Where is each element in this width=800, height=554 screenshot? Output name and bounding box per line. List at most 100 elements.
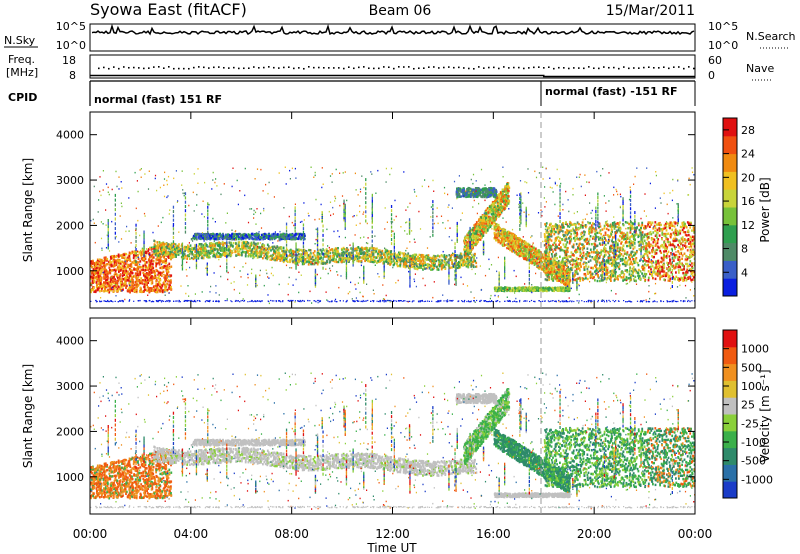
power-cell bbox=[271, 254, 274, 258]
power-cell bbox=[495, 215, 497, 218]
power-cell bbox=[94, 272, 96, 276]
nave-dot bbox=[333, 67, 335, 69]
power-cell bbox=[194, 254, 197, 257]
power-cell bbox=[467, 232, 470, 235]
power-cell bbox=[113, 273, 116, 277]
power-cell bbox=[347, 248, 350, 252]
nave-dot bbox=[123, 66, 125, 68]
power-cell bbox=[239, 247, 242, 251]
power-cell bbox=[209, 244, 212, 248]
power-cell bbox=[505, 191, 508, 195]
power-cell bbox=[281, 235, 284, 238]
power-cell bbox=[405, 257, 408, 261]
nave-dot bbox=[638, 67, 640, 69]
nave-dot bbox=[593, 67, 595, 70]
power-cell bbox=[273, 250, 276, 253]
power-cell bbox=[149, 264, 152, 267]
power-cell bbox=[466, 260, 469, 263]
power-cell bbox=[204, 234, 207, 237]
power-cell bbox=[327, 256, 330, 259]
power-cell bbox=[161, 266, 164, 269]
power-cell bbox=[234, 250, 237, 253]
power-cell bbox=[498, 213, 501, 216]
power-cell bbox=[341, 248, 343, 252]
power-cell bbox=[107, 276, 109, 280]
power-cell bbox=[160, 274, 163, 277]
power-cell bbox=[472, 226, 475, 230]
power-cell bbox=[170, 252, 173, 256]
power-cell bbox=[383, 253, 385, 257]
power-cell bbox=[176, 250, 179, 253]
power-cell bbox=[477, 219, 480, 223]
power-cell bbox=[169, 253, 171, 256]
power-cell bbox=[481, 232, 484, 236]
power-cell bbox=[264, 256, 267, 260]
power-cell bbox=[487, 217, 489, 221]
power-cell bbox=[112, 286, 114, 289]
nave-dot bbox=[168, 66, 170, 68]
power-cell bbox=[439, 258, 442, 262]
power-cell bbox=[148, 288, 150, 291]
nave-dot bbox=[158, 66, 160, 68]
power-cell bbox=[444, 257, 446, 261]
power-cell bbox=[507, 233, 510, 236]
power-cell bbox=[303, 252, 306, 256]
power-cell bbox=[158, 283, 160, 287]
power-cell bbox=[129, 286, 131, 289]
power-cell bbox=[194, 244, 196, 247]
power-cell bbox=[131, 269, 133, 272]
power-cell bbox=[96, 261, 99, 264]
power-cell bbox=[267, 247, 270, 251]
power-cell bbox=[107, 290, 109, 293]
power-cell bbox=[134, 281, 137, 284]
power-cell bbox=[154, 288, 157, 291]
power-cell bbox=[202, 246, 204, 249]
power-cell bbox=[113, 276, 115, 279]
power-cell bbox=[330, 258, 333, 262]
power-cell bbox=[484, 218, 487, 221]
power-cell bbox=[163, 243, 166, 246]
power-cell bbox=[153, 252, 155, 256]
power-cell bbox=[245, 251, 248, 254]
power-cell bbox=[297, 250, 299, 253]
power-cell bbox=[128, 252, 131, 256]
power-cell bbox=[381, 256, 383, 259]
nave-dot bbox=[588, 66, 590, 68]
power-cell bbox=[279, 257, 281, 260]
power-cell bbox=[477, 192, 480, 195]
power-cell bbox=[249, 246, 251, 249]
power-cell bbox=[123, 273, 125, 276]
power-cell bbox=[194, 255, 197, 258]
power-cell bbox=[257, 242, 259, 245]
power-cell bbox=[483, 227, 486, 231]
power-cell bbox=[478, 193, 481, 197]
power-cell bbox=[202, 248, 204, 251]
power-cell bbox=[332, 258, 335, 261]
power-cell bbox=[501, 209, 504, 212]
power-cell bbox=[513, 248, 515, 252]
power-cell bbox=[304, 258, 307, 261]
nave-dot bbox=[483, 67, 485, 69]
power-cell bbox=[123, 278, 126, 281]
power-cell bbox=[490, 204, 493, 208]
power-cell bbox=[208, 256, 211, 259]
power-cell bbox=[212, 235, 214, 238]
power-cell bbox=[466, 241, 469, 244]
power-cell bbox=[244, 253, 247, 256]
power-cell bbox=[167, 243, 169, 246]
power-cell bbox=[235, 246, 238, 249]
power-cell bbox=[470, 253, 473, 256]
power-cell bbox=[238, 244, 240, 247]
power-cell bbox=[278, 252, 281, 255]
power-cell bbox=[565, 283, 567, 287]
power-cell bbox=[376, 247, 378, 250]
nave-dot bbox=[568, 67, 570, 70]
power-cell bbox=[427, 264, 430, 268]
power-cell bbox=[119, 262, 122, 265]
power-cell bbox=[240, 252, 243, 255]
power-cell bbox=[371, 260, 374, 264]
power-cell bbox=[236, 244, 238, 248]
power-cell bbox=[305, 250, 308, 253]
power-cell bbox=[413, 258, 415, 261]
power-cell bbox=[269, 238, 271, 241]
